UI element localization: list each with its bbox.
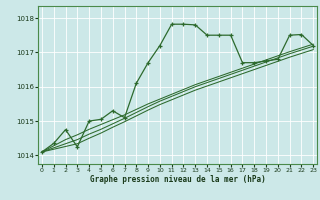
X-axis label: Graphe pression niveau de la mer (hPa): Graphe pression niveau de la mer (hPa) (90, 175, 266, 184)
